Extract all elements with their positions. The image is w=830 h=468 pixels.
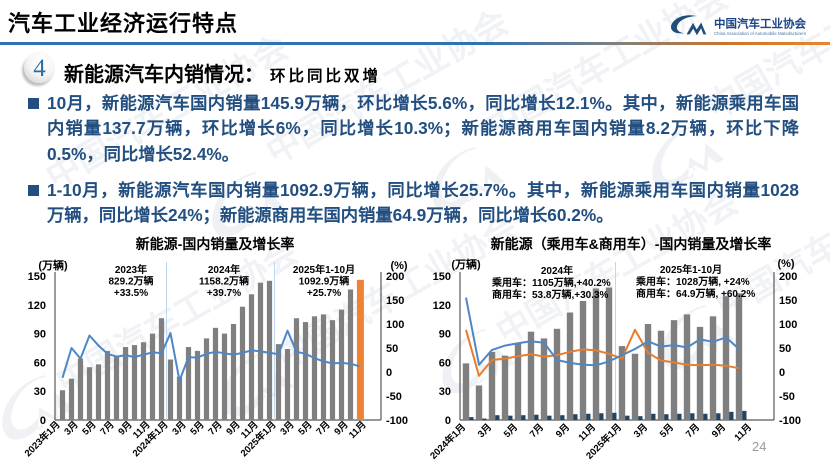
svg-text:150: 150 — [779, 295, 797, 307]
svg-text:0: 0 — [779, 367, 785, 379]
svg-text:2024年: 2024年 — [208, 263, 240, 276]
svg-text:11月: 11月 — [347, 419, 369, 441]
svg-text:+33.5%: +33.5% — [114, 288, 148, 299]
svg-text:(万辆): (万辆) — [38, 258, 68, 272]
svg-text:60: 60 — [439, 357, 451, 369]
svg-text:-50: -50 — [779, 391, 795, 403]
svg-text:50: 50 — [779, 343, 791, 355]
svg-text:7月: 7月 — [314, 419, 332, 437]
svg-text:3月: 3月 — [632, 422, 650, 440]
svg-text:(%): (%) — [390, 260, 407, 272]
svg-text:新能源-国内销量及增长率: 新能源-国内销量及增长率 — [136, 236, 295, 252]
svg-text:50: 50 — [386, 343, 398, 355]
svg-text:60: 60 — [34, 357, 46, 369]
svg-text:200: 200 — [779, 271, 797, 283]
svg-text:2025年1-10月: 2025年1-10月 — [660, 263, 722, 276]
svg-text:乘用车：1105万辆,+40.2%: 乘用车：1105万辆,+40.2% — [491, 276, 611, 289]
svg-text:90: 90 — [34, 329, 46, 341]
svg-text:+39.7%: +39.7% — [207, 288, 241, 299]
svg-text:0: 0 — [386, 367, 392, 379]
svg-text:China Association of Automobil: China Association of Automobile Manufact… — [714, 31, 807, 36]
svg-text:5月: 5月 — [296, 419, 314, 437]
svg-text:-100: -100 — [779, 415, 801, 427]
svg-text:5月: 5月 — [658, 422, 676, 440]
svg-text:7月: 7月 — [98, 419, 116, 437]
svg-text:乘用车：1028万辆, +24%: 乘用车：1028万辆, +24% — [635, 275, 750, 288]
svg-text:9月: 9月 — [554, 422, 572, 440]
svg-text:90: 90 — [439, 329, 451, 341]
svg-text:(%): (%) — [777, 258, 794, 270]
svg-text:+25.7%: +25.7% — [307, 288, 341, 299]
svg-text:7月: 7月 — [684, 422, 702, 440]
svg-text:2024年1月: 2024年1月 — [428, 421, 469, 462]
svg-text:150: 150 — [433, 271, 451, 283]
svg-text:5月: 5月 — [188, 419, 206, 437]
svg-text:7月: 7月 — [206, 419, 224, 437]
svg-text:(万辆): (万辆) — [451, 257, 481, 271]
svg-text:30: 30 — [439, 386, 451, 398]
svg-text:商用车：64.9万辆, +60.2%: 商用车：64.9万辆, +60.2% — [636, 287, 755, 300]
svg-text:829.2万辆: 829.2万辆 — [108, 275, 153, 288]
svg-text:-50: -50 — [386, 391, 402, 403]
svg-text:3月: 3月 — [476, 422, 494, 440]
svg-text:5月: 5月 — [502, 422, 520, 440]
svg-text:1158.2万辆: 1158.2万辆 — [199, 275, 249, 288]
svg-text:2023年: 2023年 — [115, 263, 147, 276]
svg-text:1092.9万辆: 1092.9万辆 — [299, 275, 350, 288]
svg-text:120: 120 — [28, 300, 46, 312]
svg-text:3月: 3月 — [170, 419, 188, 437]
svg-text:-100: -100 — [386, 415, 408, 427]
svg-text:2024年: 2024年 — [541, 264, 573, 277]
svg-text:0: 0 — [40, 415, 46, 427]
svg-text:9月: 9月 — [710, 422, 728, 440]
svg-text:0: 0 — [445, 415, 451, 427]
svg-text:新能源（乘用车&商用车）-国内销量及增长率: 新能源（乘用车&商用车）-国内销量及增长率 — [491, 236, 772, 252]
svg-text:100: 100 — [386, 319, 404, 331]
svg-text:11月: 11月 — [577, 422, 599, 444]
svg-text:100: 100 — [779, 319, 797, 331]
svg-text:150: 150 — [28, 271, 46, 283]
svg-text:商用车：53.8万辆,+30.3%: 商用车：53.8万辆,+30.3% — [492, 288, 609, 301]
svg-text:30: 30 — [34, 386, 46, 398]
svg-text:3月: 3月 — [62, 419, 80, 437]
svg-text:7月: 7月 — [528, 422, 546, 440]
svg-text:5月: 5月 — [80, 419, 98, 437]
svg-text:11月: 11月 — [733, 422, 755, 444]
svg-text:2025年1-10月: 2025年1-10月 — [293, 263, 355, 276]
svg-text:150: 150 — [386, 295, 404, 307]
svg-text:中国汽车工业协会: 中国汽车工业协会 — [714, 17, 806, 31]
svg-text:120: 120 — [433, 300, 451, 312]
svg-text:3月: 3月 — [278, 419, 296, 437]
svg-text:200: 200 — [386, 271, 404, 283]
